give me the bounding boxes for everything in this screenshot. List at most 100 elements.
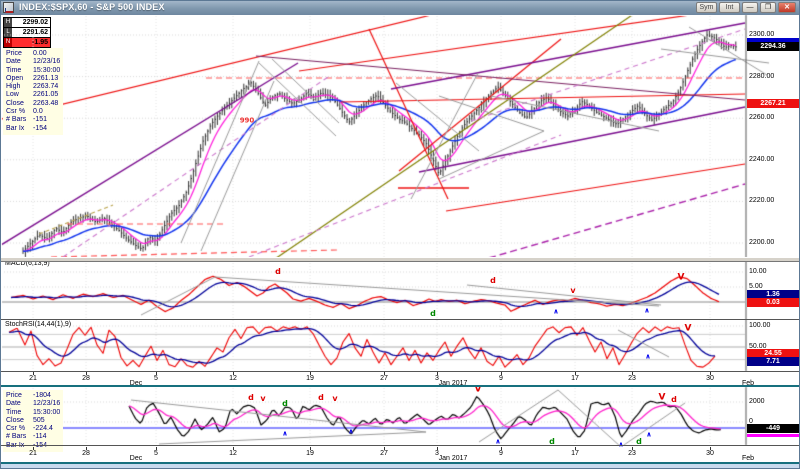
- bottom-info-panel: Price -1804 Date 12/23/16 Time 15:30:00 Close 5…: [3, 390, 64, 453]
- axis-value-box: 2294.36: [747, 42, 799, 52]
- app-icon: [3, 2, 14, 13]
- axis-tick-label: 50.00: [749, 343, 767, 350]
- date-week-label: 3: [435, 450, 439, 457]
- date-tick: [710, 447, 711, 450]
- date-tick: [156, 447, 157, 450]
- date-tick: [233, 372, 234, 375]
- date-tick: [310, 447, 311, 450]
- info-value: 0.0: [33, 108, 43, 116]
- info-label: # Bars: [6, 433, 27, 441]
- bottom-window-top-border: [1, 385, 799, 387]
- panel-splitter[interactable]: [1, 257, 799, 262]
- close-button[interactable]: ✕: [778, 2, 796, 13]
- macd-label: MACD(6,13,9): [4, 260, 51, 267]
- maximize-button[interactable]: ❐: [760, 2, 776, 13]
- axis-box-strip: [747, 37, 799, 42]
- info-value: -154: [33, 124, 48, 132]
- info-label: Date: [6, 58, 21, 66]
- info-label: Low: [6, 91, 19, 99]
- date-tick: [233, 447, 234, 450]
- info-label: Price: [6, 392, 22, 399]
- axis-value-box: 2267.21: [747, 98, 799, 108]
- date-tick: [575, 447, 576, 450]
- info-row: # Bars -151: [6, 116, 60, 124]
- date-week-label: 17: [571, 375, 579, 382]
- window-title: INDEX:$SPX,60 - S&P 500 INDEX: [19, 2, 165, 12]
- date-week-label: 23: [628, 375, 636, 382]
- info-row: # Bars -114: [6, 433, 60, 441]
- info-value: 0.00: [33, 50, 47, 57]
- int-button[interactable]: Int: [719, 2, 740, 13]
- info-row: Csr % -224.4: [6, 425, 60, 433]
- info-row: Open 2261.13: [6, 75, 60, 83]
- date-month-label: Feb: [741, 455, 755, 462]
- info-value: 12/23/16: [33, 58, 61, 66]
- info-row: High 2263.74: [6, 83, 60, 91]
- axis-tick-label: 2240.00: [749, 155, 775, 163]
- info-row: Close 505: [6, 417, 60, 425]
- macd-stoch-divider: [1, 319, 799, 320]
- date-month-label: Feb: [741, 380, 755, 387]
- window-bottom-strip: [1, 464, 799, 468]
- date-week-label: 28: [82, 450, 90, 457]
- date-tick: [86, 372, 87, 375]
- date-tick: [437, 372, 438, 375]
- info-row: Date 12/23/16: [6, 58, 60, 66]
- info-label: High: [6, 83, 21, 91]
- axis-tick-label: 5.00: [749, 283, 763, 290]
- date-week-label: 30: [706, 450, 714, 457]
- sym-button[interactable]: Sym: [696, 2, 717, 13]
- info-label: Time: [6, 66, 22, 74]
- bottom-window-bottom-border: [1, 462, 799, 464]
- date-week-label: 9: [499, 375, 503, 382]
- axis-tick-label: 0: [749, 418, 753, 425]
- info-value: -114: [33, 433, 47, 441]
- info-row: Csr % 0.0: [6, 108, 60, 116]
- date-tick: [384, 372, 385, 375]
- info-label: Close: [6, 99, 24, 107]
- minimize-button[interactable]: —: [742, 2, 758, 13]
- date-tick: [501, 372, 502, 375]
- info-label: Time: [6, 408, 22, 416]
- axis-tick-label: 2220.00: [749, 197, 775, 205]
- date-week-label: 5: [154, 375, 158, 382]
- date-month-label: Jan 2017: [438, 455, 468, 462]
- axis-box-strip: [747, 433, 799, 437]
- date-tick: [632, 372, 633, 375]
- info-value: 2263.48: [33, 99, 59, 107]
- info-value: 15:30:00: [33, 408, 61, 416]
- stoch-date-divider: [1, 371, 799, 372]
- axis-tick-label: 2200.00: [749, 239, 775, 246]
- date-month-label: Dec: [129, 380, 143, 387]
- info-label: Bar Ix: [6, 124, 25, 132]
- info-label: Date: [6, 400, 21, 408]
- info-label: Open: [6, 74, 24, 82]
- info-row: Bar Ix -154: [6, 125, 60, 133]
- info-label: Csr %: [6, 425, 26, 433]
- info-value: 2261.13: [33, 74, 59, 82]
- title-bar[interactable]: INDEX:$SPX,60 - S&P 500 INDEX: [1, 1, 799, 15]
- info-value: -224.4: [33, 425, 53, 433]
- info-row: Date 12/23/16: [6, 400, 60, 408]
- info-value: 15:30:00: [33, 66, 61, 74]
- date-tick: [710, 372, 711, 375]
- stochrsi-label: StochRSI(14,44(1),9): [4, 321, 73, 328]
- info-value: 505: [33, 416, 45, 424]
- axis-value-box: 0.03: [747, 298, 799, 307]
- date-tick: [501, 447, 502, 450]
- axis-value-box: 1.36: [747, 289, 799, 299]
- axis-value-box: 24.55: [747, 348, 799, 358]
- date-week-label: 12: [229, 375, 237, 382]
- date-month-label: Dec: [129, 455, 143, 462]
- bottom-plot-date-divider: [1, 445, 799, 446]
- info-row: Price 0.00: [6, 50, 60, 58]
- info-value: 2263.74: [33, 83, 59, 91]
- info-label: # Bars: [6, 116, 27, 124]
- date-week-label: 21: [29, 450, 37, 457]
- info-value: 12/23/16: [33, 400, 61, 408]
- date-week-label: 19: [306, 450, 314, 457]
- date-month-label: Jan 2017: [438, 380, 468, 387]
- info-value: 2261.05: [33, 91, 59, 99]
